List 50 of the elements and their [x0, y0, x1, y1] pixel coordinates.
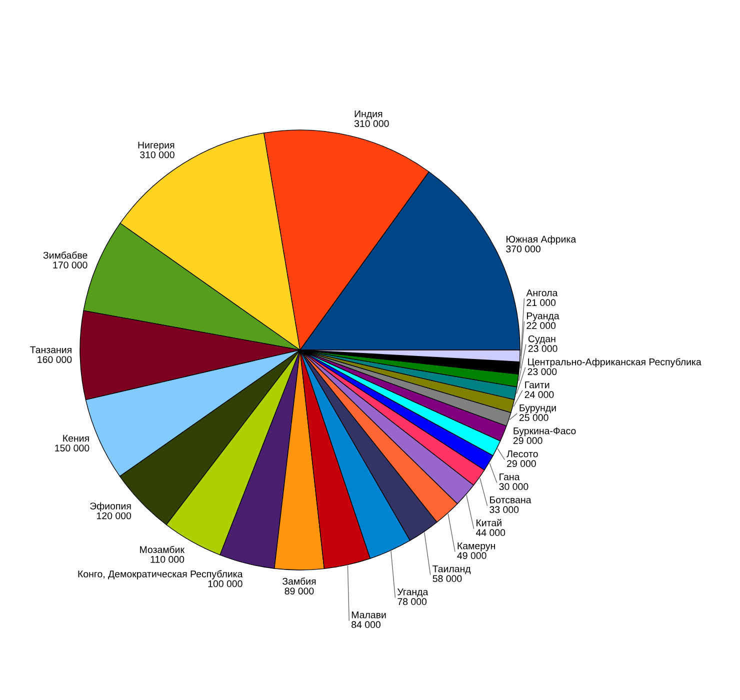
data-label: 22 000	[526, 322, 556, 330]
data-label: 100 000	[208, 580, 242, 588]
data-label: 30 000	[499, 483, 528, 490]
slice-label: Южная Африка	[506, 235, 576, 245]
slice-label: Гана	[500, 474, 520, 480]
data-label: 23 000	[528, 368, 557, 376]
data-label: 29 000	[507, 460, 536, 468]
data-label: 120 000	[97, 512, 132, 520]
data-label: 160 000	[38, 356, 72, 363]
slice-label: Гаити	[525, 382, 550, 388]
data-label: 33 000	[490, 506, 519, 514]
data-label: 110 000	[150, 556, 184, 563]
slice-label: Танзания	[30, 346, 72, 354]
slice-label: Таиланд	[432, 566, 471, 574]
data-label: 89 000	[284, 588, 314, 594]
data-label: 84 000	[352, 621, 380, 628]
slice-label: Центрально-Африканская Республика	[528, 358, 702, 368]
slice-label: Буркина-Фасо	[514, 427, 576, 436]
slice-label: Судан	[528, 335, 556, 344]
data-label: 58 000	[432, 575, 462, 582]
slice-label: Нигерия	[138, 142, 174, 150]
data-label: 310 000	[140, 151, 174, 158]
data-label: 21 000	[526, 299, 556, 306]
data-label: 44 000	[476, 529, 506, 536]
slice-label: Бурунди	[520, 404, 556, 414]
data-label: 49 000	[457, 552, 486, 560]
slice-label: Индия	[354, 110, 382, 120]
slice-label: Мозамбик	[140, 546, 185, 554]
data-label: 370 000	[506, 246, 540, 252]
data-label: 310 000	[354, 120, 389, 128]
data-label: 78 000	[398, 598, 427, 606]
slice-label: Камерун	[458, 542, 495, 552]
slice-label: Замбия	[282, 578, 316, 585]
slice-label: Уганда	[397, 588, 428, 598]
slice-label: Лесото	[506, 450, 538, 458]
data-label: 24 000	[524, 391, 554, 398]
slice-label: Китай	[476, 518, 502, 526]
slice-label: Малави	[352, 612, 386, 618]
slice-label: Ботсвана	[490, 496, 532, 504]
slice-label: Кения	[63, 434, 89, 442]
slice-label: Зимбабве	[43, 251, 88, 259]
slice-label: Эфиопия	[90, 502, 131, 512]
data-label: 25 000	[519, 414, 548, 422]
data-label: 170 000	[53, 262, 88, 268]
data-label: 150 000	[55, 444, 90, 452]
slice-label: Руанда	[527, 312, 560, 322]
data-label: 23 000	[528, 345, 558, 352]
slice-label: Ангола	[526, 290, 558, 296]
data-label: 29 000	[513, 437, 542, 444]
slice-label: Конго, Демократическая Республика	[78, 570, 243, 580]
